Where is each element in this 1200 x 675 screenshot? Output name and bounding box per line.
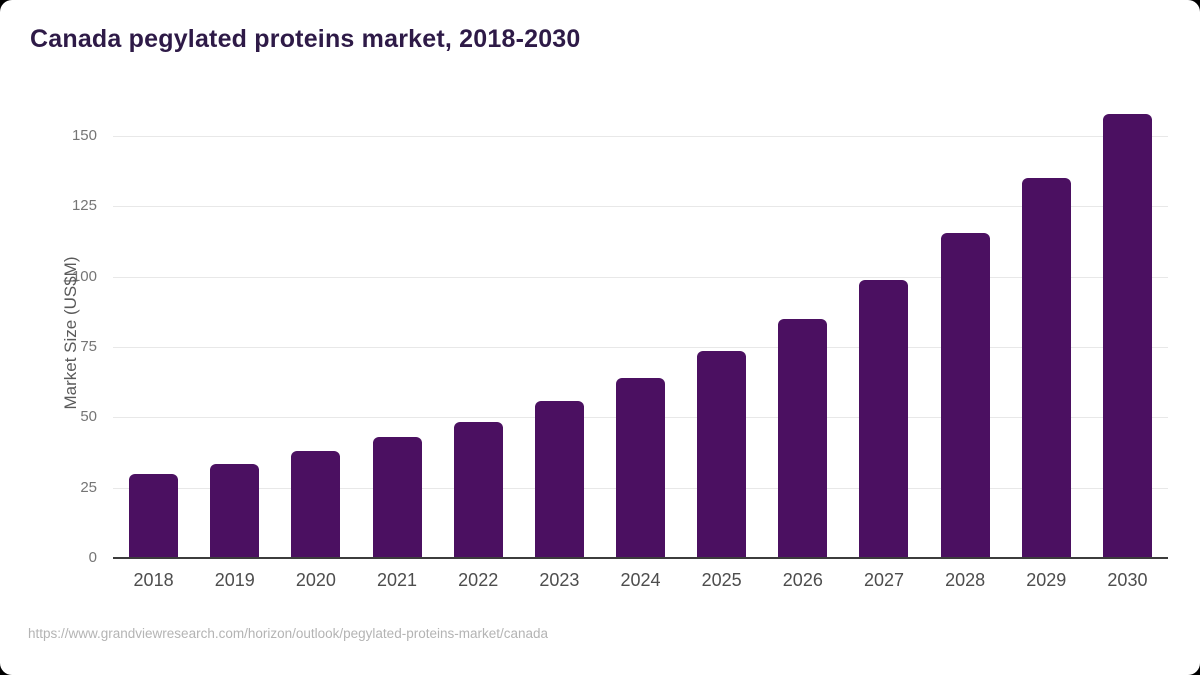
- bar-slot: [600, 108, 681, 558]
- bar-2023: [534, 400, 584, 558]
- x-axis-tick-label: 2021: [377, 570, 418, 590]
- y-axis-tick-label: 50: [80, 408, 97, 426]
- bar-slot: [1087, 108, 1168, 558]
- y-axis-tick-label: 125: [71, 197, 97, 215]
- bar-2027: [859, 279, 909, 558]
- y-axis-title: Market Size (US$M): [61, 256, 80, 410]
- y-axis-tick-label: 150: [71, 127, 97, 145]
- x-axis-tick-label: 2026: [782, 570, 823, 590]
- x-axis-tick-label: 2028: [945, 570, 986, 590]
- x-axis-tick-label: 2025: [701, 570, 742, 590]
- bar-2026: [778, 318, 828, 558]
- bar-2022: [453, 421, 503, 558]
- gridline: [113, 206, 1168, 208]
- x-axis-tick-label: 2030: [1107, 570, 1148, 590]
- x-axis-tick-label: 2019: [214, 570, 255, 590]
- bar-2029: [1021, 178, 1071, 558]
- bar-2021: [372, 437, 422, 558]
- x-axis-line: [113, 557, 1168, 559]
- bar-2025: [697, 351, 747, 558]
- bar-2019: [210, 463, 260, 558]
- x-axis-tick-label: 2022: [458, 570, 499, 590]
- bar-slot: [681, 108, 762, 558]
- bar-slot: [113, 108, 194, 558]
- y-axis-tick-label: 0: [88, 549, 97, 566]
- bar-slot: [762, 108, 843, 558]
- gridline: [113, 136, 1168, 138]
- bar-slot: [194, 108, 275, 558]
- x-axis-labels: 2018 2019 2020 2021 2022 2023 2024 2025 2026 2027…: [113, 570, 1168, 591]
- bar-slot: [843, 108, 924, 558]
- bar-2020: [291, 451, 341, 558]
- bar-2024: [616, 378, 666, 558]
- x-axis-tick-label: 2018: [133, 570, 174, 590]
- bar-slot: [1006, 108, 1087, 558]
- x-axis-tick-label: 2029: [1026, 570, 1067, 590]
- bar-slot: [925, 108, 1006, 558]
- bar-slot: [519, 108, 600, 558]
- gridline: [113, 347, 1168, 349]
- source-url: https://www.grandviewresearch.com/horizo…: [28, 626, 549, 641]
- bar-2018: [129, 473, 179, 558]
- gridline: [113, 276, 1168, 278]
- bars-container: [113, 108, 1168, 558]
- x-axis-tick-label: 2023: [539, 570, 580, 590]
- y-axis-tick-label: 100: [71, 267, 97, 285]
- bar-slot: [275, 108, 356, 558]
- chart-title: Canada pegylated proteins market, 2018-2…: [30, 25, 581, 53]
- bar-2028: [940, 233, 990, 558]
- y-axis-tick-label: 25: [80, 478, 97, 496]
- bar-slot: [356, 108, 437, 558]
- bar-slot: [438, 108, 519, 558]
- bar-2030: [1102, 113, 1152, 558]
- x-axis-tick-label: 2027: [863, 570, 904, 590]
- y-axis-tick-label: 75: [80, 338, 97, 356]
- plot-area: [113, 108, 1168, 559]
- x-axis-tick-label: 2024: [620, 570, 661, 590]
- x-axis-tick-label: 2020: [295, 570, 336, 590]
- y-axis-ticks: 0 25 50 75 100 125 150: [0, 108, 97, 566]
